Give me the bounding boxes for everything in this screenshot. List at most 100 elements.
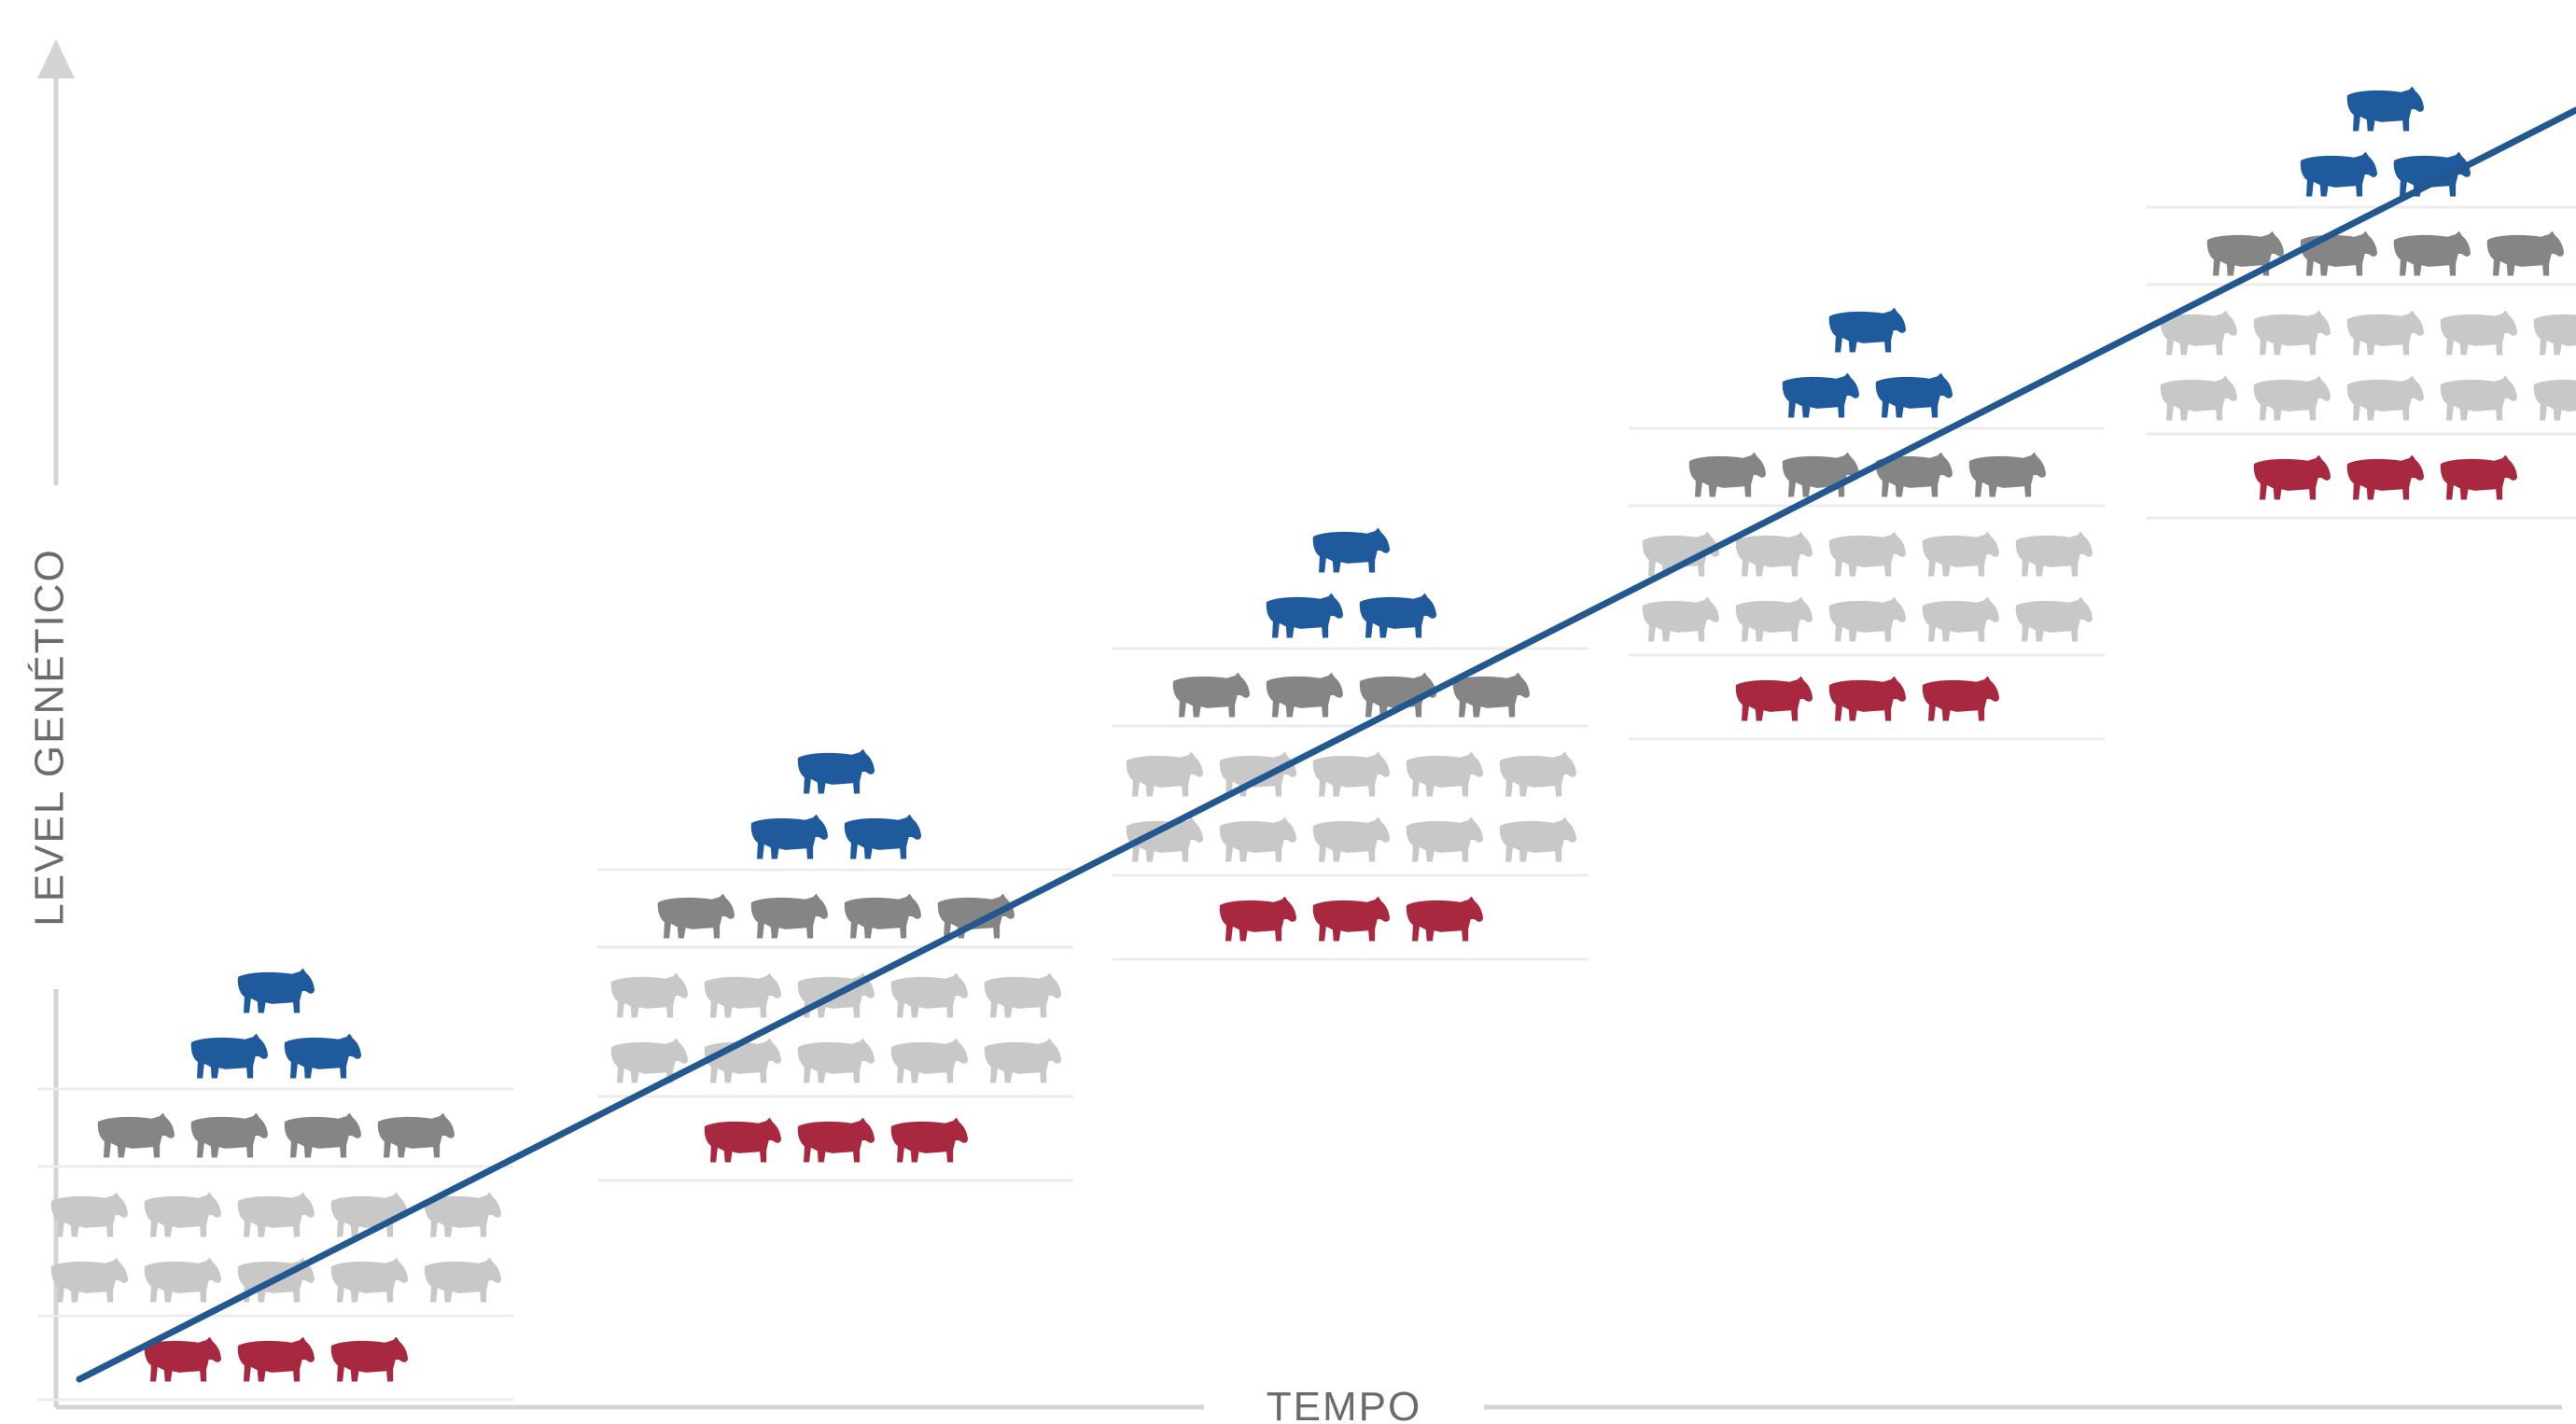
cull-cow-icon: [1828, 676, 1906, 721]
y-axis-label-bg: [34, 485, 78, 989]
low-cow-icon: [2015, 596, 2093, 642]
low-cow-icon: [2015, 531, 2093, 577]
cull-cow-icon: [1735, 676, 1813, 721]
mid-cow-icon: [284, 1112, 361, 1158]
low-cow-icon: [144, 1192, 221, 1237]
elite-cow-icon: [2300, 151, 2377, 197]
mid-cow-icon: [844, 893, 921, 939]
low-cow-icon: [984, 1038, 1061, 1083]
elite-cow-icon: [2393, 151, 2471, 197]
elite-cow-icon: [190, 1033, 268, 1079]
elite-cow-icon: [1312, 527, 1390, 573]
elite-cow-icon: [797, 748, 875, 794]
cull-cow-icon: [1406, 896, 1483, 942]
mid-cow-icon: [2393, 230, 2471, 276]
elite-cow-icon: [2346, 86, 2424, 132]
low-cow-icon: [1219, 751, 1296, 797]
mid-cow-icon: [2486, 230, 2564, 276]
mid-cow-icon: [190, 1112, 268, 1158]
low-cow-icon: [144, 1257, 221, 1303]
y-axis-label: LEVEL GENÉTICO: [27, 548, 73, 926]
elite-cow-icon: [1782, 372, 1859, 418]
mid-cow-icon: [750, 893, 828, 939]
mid-cow-icon: [1266, 672, 1343, 718]
elite-cow-icon: [1266, 593, 1343, 638]
elite-cow-icon: [237, 968, 315, 1013]
cull-cow-icon: [797, 1117, 875, 1163]
low-cow-icon: [704, 972, 781, 1018]
herd-pyramids: [37, 86, 2576, 1402]
low-cow-icon: [890, 1038, 968, 1083]
axes: LEVEL GENÉTICO TEMPO: [27, 39, 2562, 1424]
low-cow-icon: [50, 1257, 128, 1303]
low-cow-icon: [1406, 751, 1483, 797]
low-cow-icon: [1126, 751, 1203, 797]
herd-group: [37, 968, 513, 1402]
cull-cow-icon: [2253, 454, 2331, 500]
cull-cow-icon: [330, 1336, 408, 1382]
mid-cow-icon: [97, 1112, 175, 1158]
mid-cow-icon: [657, 893, 735, 939]
cull-cow-icon: [237, 1336, 315, 1382]
low-cow-icon: [2440, 375, 2517, 421]
herd-group: [1629, 307, 2105, 741]
genetic-trend-line: [76, 106, 2576, 1383]
mid-cow-icon: [1782, 452, 1859, 497]
x-axis-label-bg: [1204, 1379, 1484, 1424]
low-cow-icon: [1642, 596, 1719, 642]
herd-group: [2147, 86, 2576, 520]
low-cow-icon: [2533, 310, 2576, 356]
y-axis-arrowhead: [37, 39, 75, 78]
mid-cow-icon: [1172, 672, 1250, 718]
cull-cow-icon: [1219, 896, 1296, 942]
low-cow-icon: [890, 972, 968, 1018]
low-cow-icon: [1922, 596, 1999, 642]
low-cow-icon: [1499, 751, 1576, 797]
low-cow-icon: [2253, 375, 2331, 421]
mid-cow-icon: [2300, 230, 2377, 276]
low-cow-icon: [1828, 596, 1906, 642]
low-cow-icon: [1735, 531, 1813, 577]
cull-cow-icon: [2440, 454, 2517, 500]
elite-cow-icon: [750, 814, 828, 859]
cull-cow-icon: [1312, 896, 1390, 942]
low-cow-icon: [237, 1192, 315, 1237]
low-cow-icon: [610, 972, 688, 1018]
cull-cow-icon: [890, 1117, 968, 1163]
low-cow-icon: [1922, 531, 1999, 577]
elite-cow-icon: [1359, 593, 1436, 638]
low-cow-icon: [1499, 817, 1576, 862]
low-cow-icon: [984, 972, 1061, 1018]
cull-cow-icon: [704, 1117, 781, 1163]
low-cow-icon: [2533, 375, 2576, 421]
low-cow-icon: [2346, 375, 2424, 421]
herd-group: [597, 748, 1073, 1182]
low-cow-icon: [1735, 596, 1813, 642]
low-cow-icon: [2253, 310, 2331, 356]
mid-cow-icon: [377, 1112, 455, 1158]
low-cow-icon: [2440, 310, 2517, 356]
elite-cow-icon: [1875, 372, 1953, 418]
cull-cow-icon: [1922, 676, 1999, 721]
mid-cow-icon: [1688, 452, 1766, 497]
low-cow-icon: [1312, 751, 1390, 797]
low-cow-icon: [797, 1038, 875, 1083]
herd-group: [1113, 527, 1589, 961]
low-cow-icon: [2160, 375, 2237, 421]
low-cow-icon: [1828, 531, 1906, 577]
low-cow-icon: [330, 1257, 408, 1303]
x-axis-label: TEMPO: [1267, 1384, 1421, 1424]
mid-cow-icon: [1452, 672, 1530, 718]
low-cow-icon: [1406, 817, 1483, 862]
elite-cow-icon: [1828, 307, 1906, 353]
mid-cow-icon: [2206, 230, 2284, 276]
low-cow-icon: [424, 1257, 501, 1303]
mid-cow-icon: [1968, 452, 2046, 497]
mid-cow-icon: [937, 893, 1015, 939]
low-cow-icon: [1312, 817, 1390, 862]
elite-cow-icon: [844, 814, 921, 859]
cull-cow-icon: [2346, 454, 2424, 500]
low-cow-icon: [1219, 817, 1296, 862]
